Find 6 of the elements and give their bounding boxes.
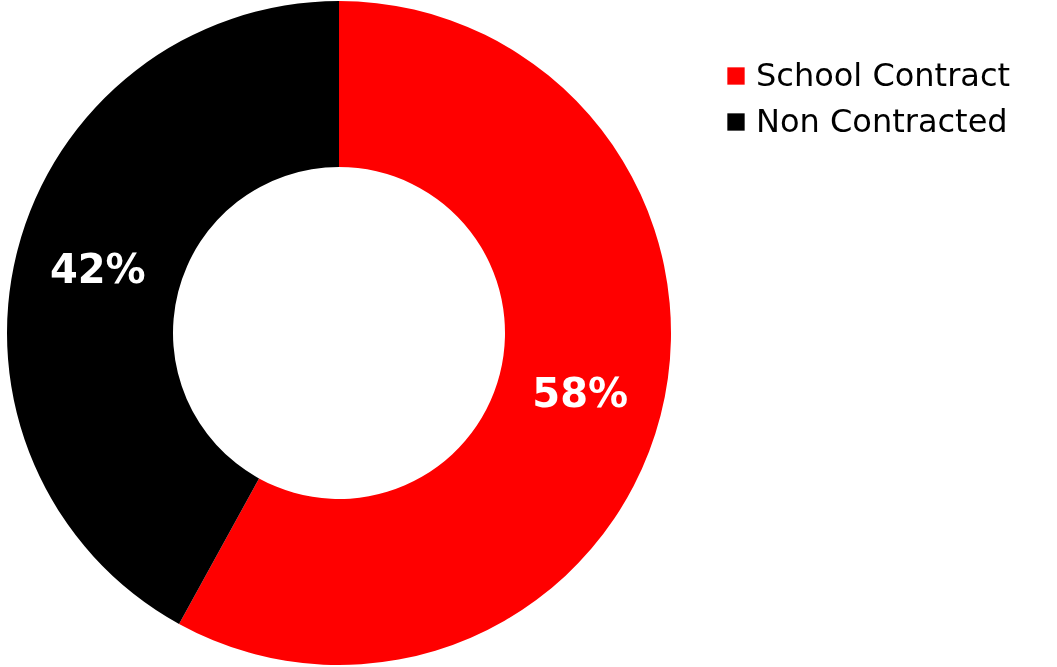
- legend-label: School Contract: [756, 56, 1011, 94]
- donut-slice: [7, 1, 339, 624]
- data-label: 58%: [532, 369, 629, 416]
- donut-slice: [179, 1, 671, 665]
- legend-label: Non Contracted: [756, 102, 1008, 140]
- data-label: 42%: [49, 246, 146, 293]
